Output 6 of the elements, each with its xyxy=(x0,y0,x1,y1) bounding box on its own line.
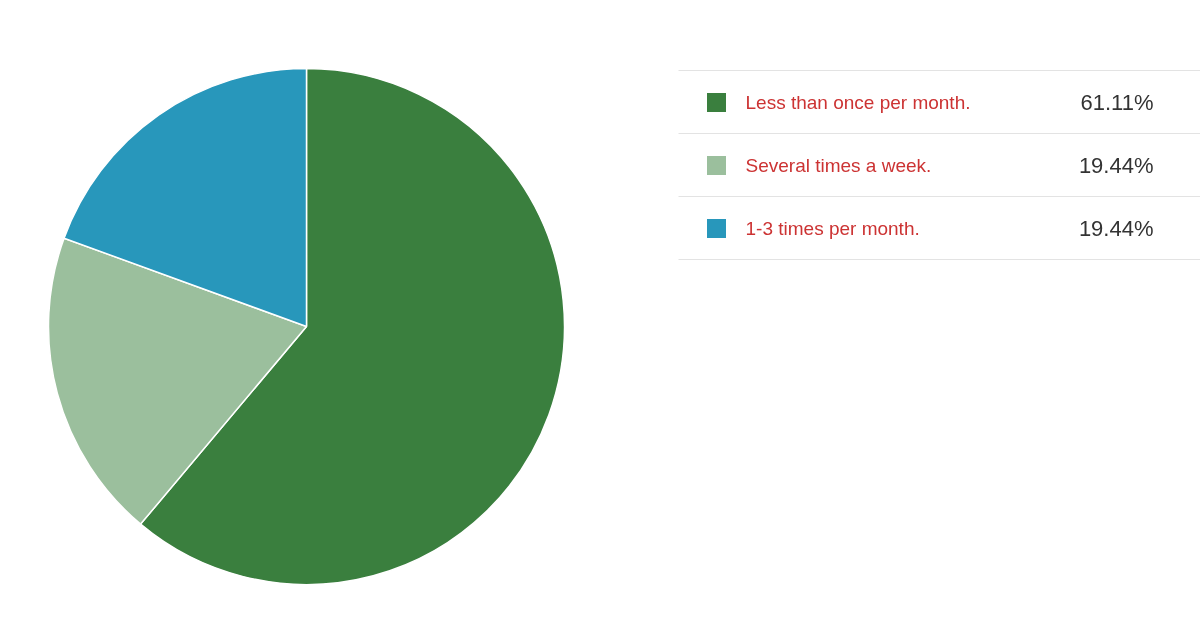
legend-label: Less than once per month. xyxy=(745,92,971,113)
data-label: 19.44% xyxy=(1078,153,1154,178)
legend-label: Several times a week. xyxy=(745,155,932,176)
data-label: 61.11% xyxy=(1080,90,1154,115)
data-label: 19.44% xyxy=(1078,216,1154,241)
legend-label: 1-3 times per month. xyxy=(745,218,920,239)
